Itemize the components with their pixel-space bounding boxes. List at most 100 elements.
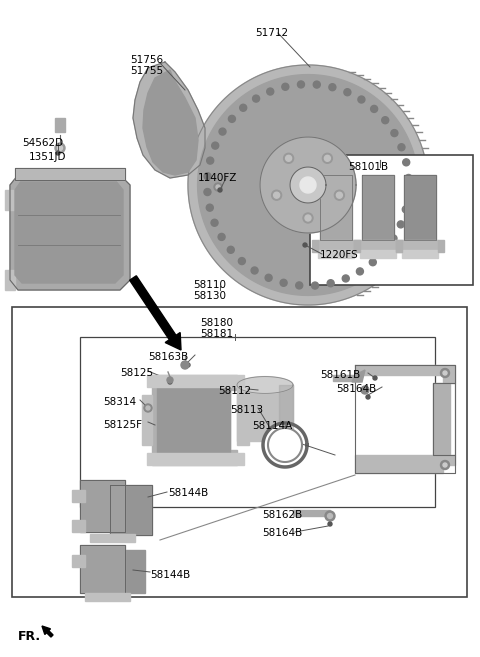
Circle shape [312,282,319,289]
Circle shape [398,144,405,150]
Polygon shape [355,455,455,473]
Text: 58162B: 58162B [262,510,302,520]
Text: 58125: 58125 [120,368,153,378]
Circle shape [390,235,397,242]
Bar [310,155,473,285]
Polygon shape [90,534,135,542]
Circle shape [251,267,258,274]
Text: 51756: 51756 [130,55,163,65]
Polygon shape [318,240,354,250]
Circle shape [282,83,289,90]
Polygon shape [5,270,15,290]
Polygon shape [147,375,244,387]
Circle shape [280,279,287,286]
Polygon shape [354,240,360,252]
Text: 58180: 58180 [200,318,233,328]
Circle shape [267,88,274,95]
Polygon shape [318,250,354,258]
Polygon shape [15,180,123,283]
Circle shape [373,376,377,380]
Circle shape [336,193,342,198]
Circle shape [313,81,320,88]
Circle shape [325,511,335,521]
Polygon shape [402,250,438,258]
Circle shape [323,153,332,164]
Circle shape [55,143,65,153]
Circle shape [284,153,294,164]
Circle shape [228,116,235,122]
Circle shape [204,189,211,196]
FancyArrow shape [130,276,181,350]
Polygon shape [312,240,318,252]
Polygon shape [438,240,444,252]
Polygon shape [402,240,438,250]
Polygon shape [133,62,205,178]
Text: FR.: FR. [18,630,41,643]
Text: 58164B: 58164B [262,528,302,538]
Circle shape [391,129,398,137]
Circle shape [405,191,412,197]
Polygon shape [263,423,307,467]
Text: 58101B: 58101B [348,162,388,172]
Text: 51712: 51712 [255,28,288,38]
Polygon shape [5,190,15,210]
Circle shape [144,404,152,412]
Bar [80,337,435,507]
Circle shape [303,243,307,247]
Circle shape [296,282,303,289]
Circle shape [327,514,333,518]
Polygon shape [237,376,293,394]
Circle shape [357,268,363,275]
Polygon shape [237,385,293,441]
Polygon shape [354,240,360,252]
Polygon shape [279,385,293,441]
Text: 58164B: 58164B [336,384,376,394]
Circle shape [371,105,378,112]
Polygon shape [105,550,145,593]
Polygon shape [260,137,356,233]
Polygon shape [152,375,237,465]
Circle shape [328,522,332,526]
Text: 1351JD: 1351JD [29,152,67,162]
Circle shape [382,117,389,124]
Circle shape [168,380,172,384]
Circle shape [239,258,245,265]
Circle shape [298,81,304,88]
Circle shape [218,188,222,192]
Polygon shape [352,370,365,382]
Circle shape [252,95,260,102]
Polygon shape [15,168,125,180]
Polygon shape [72,490,85,502]
Circle shape [402,206,409,213]
Polygon shape [396,240,402,252]
Polygon shape [143,70,198,175]
Polygon shape [80,480,125,532]
Circle shape [361,386,369,394]
Circle shape [443,371,447,375]
Polygon shape [396,240,402,252]
Circle shape [443,463,447,467]
Circle shape [335,190,344,200]
Polygon shape [360,250,396,258]
Circle shape [146,406,150,410]
Polygon shape [147,453,244,465]
Polygon shape [355,365,455,383]
Bar [12,307,467,597]
Text: 58314: 58314 [103,397,136,407]
Polygon shape [268,428,302,462]
Circle shape [381,248,387,255]
Text: 1140FZ: 1140FZ [198,173,238,183]
Circle shape [358,96,365,103]
Text: 58181: 58181 [200,329,233,339]
Text: 58112: 58112 [218,386,251,396]
Text: 58110: 58110 [193,280,226,290]
Circle shape [212,142,219,149]
Circle shape [214,183,222,191]
Text: 1220FS: 1220FS [320,250,359,260]
Circle shape [219,128,226,135]
Polygon shape [85,593,130,601]
Circle shape [167,377,173,383]
Circle shape [146,406,150,410]
Circle shape [405,175,412,181]
Circle shape [305,215,311,221]
